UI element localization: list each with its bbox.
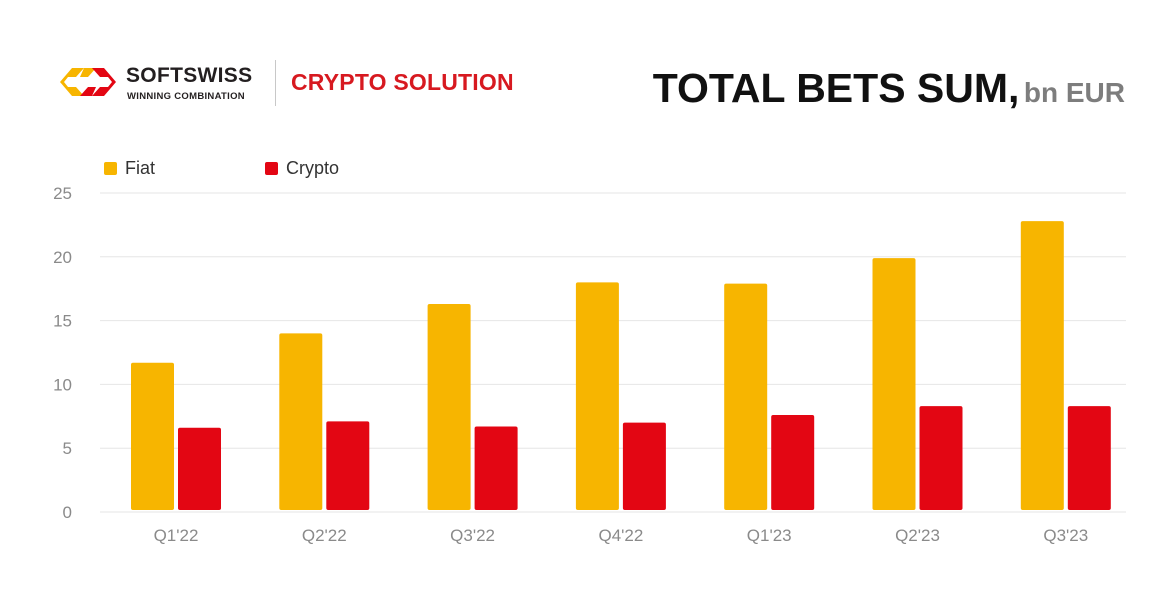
bar-crypto [474,426,518,510]
bar-fiat [724,283,768,510]
brand-divider [275,60,276,106]
brand-tagline: WINNING COMBINATION [127,91,245,102]
bar-crypto [622,422,666,510]
bar-crypto [771,415,815,510]
softswiss-logo-icon [60,68,116,96]
bar-fiat [427,304,471,510]
bar-crypto [326,421,370,510]
bar-fiat [872,258,916,510]
product-name: CRYPTO SOLUTION [291,69,514,95]
legend-label-fiat: Fiat [125,158,155,178]
x-tick-label: Q3'23 [1043,526,1088,545]
header: SOFTSWISS WINNING COMBINATION CRYPTO SOL… [0,0,1167,130]
y-tick-label: 5 [63,439,72,458]
y-tick-label: 20 [53,248,72,267]
chart-title: TOTAL BETS SUM, bn EUR [653,68,1125,109]
chart-title-main: TOTAL BETS SUM, [652,65,1020,111]
legend-label-crypto: Crypto [286,158,339,178]
x-tick-label: Q2'23 [895,526,940,545]
x-tick-label: Q3'22 [450,526,495,545]
x-tick-label: Q1'23 [747,526,792,545]
bar-fiat [279,333,323,510]
y-tick-label: 0 [63,503,72,522]
chart-title-unit: bn EUR [1023,77,1125,108]
brand-name: SOFTSWISS [126,64,253,87]
bar-fiat [1020,221,1064,510]
y-tick-label: 15 [53,312,72,331]
bar-fiat [575,282,619,510]
bar-fiat [131,362,174,510]
legend-swatch-crypto [265,162,278,175]
bar-crypto [919,406,963,510]
bar-crypto [178,427,221,510]
bar-crypto [1067,406,1111,510]
y-tick-label: 25 [53,184,72,203]
legend-swatch-fiat [104,162,117,175]
y-tick-label: 10 [53,375,72,394]
x-tick-label: Q4'22 [598,526,643,545]
x-tick-label: Q2'22 [302,526,347,545]
x-tick-label: Q1'22 [154,526,199,545]
